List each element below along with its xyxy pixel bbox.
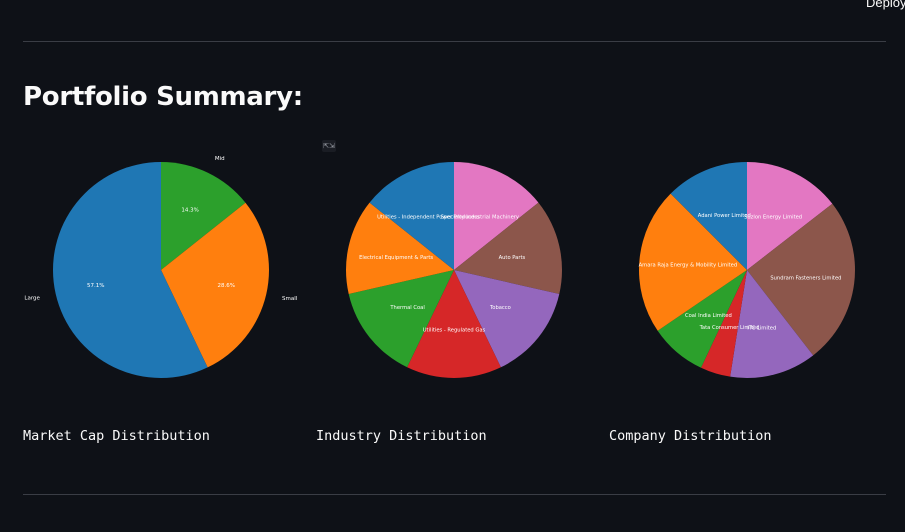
pie-slice-label: Tobacco xyxy=(489,305,511,311)
market-cap-caption: Market Cap Distribution xyxy=(23,428,210,444)
pie-slice-label: Amara Raja Energy & Mobility Limited xyxy=(639,262,738,268)
company-caption: Company Distribution xyxy=(609,428,772,444)
pie-category-label: Large xyxy=(24,296,40,302)
pie-slice-label: Auto Parts xyxy=(499,255,526,261)
divider-bottom xyxy=(23,494,886,495)
expand-icon[interactable]: ⇱⇲ xyxy=(322,140,336,152)
pie-slice-electrical-equipment-parts[interactable] xyxy=(346,202,454,295)
pie-slice-label: Electrical Equipment & Parts xyxy=(359,255,433,261)
pie-slice-itc-limited[interactable] xyxy=(730,270,814,378)
pie-slice-label: Suzlon Energy Limited xyxy=(744,215,802,221)
market-cap-pie-chart: 14.3% Mid 28.6% Small 57.1% Large xyxy=(24,156,298,379)
pie-slice-adani-power-limited[interactable] xyxy=(670,162,747,270)
pie-slice-large[interactable] xyxy=(53,162,208,379)
pie-category-label: Small xyxy=(282,296,298,302)
pie-slice-utilities-regulated-gas[interactable] xyxy=(407,270,501,378)
pie-slice-label: ITC Limited xyxy=(747,326,776,332)
divider-top xyxy=(23,41,886,42)
pie-slice-auto-parts[interactable] xyxy=(454,202,562,295)
pie-slice-thermal-coal[interactable] xyxy=(348,270,454,368)
pie-slice-utilities-independent-power-producers[interactable] xyxy=(369,162,454,270)
company-pie-chart: Suzlon Energy Limited Sundram Fasteners L… xyxy=(638,162,856,378)
deploy-button[interactable]: Deploy xyxy=(866,0,905,10)
pie-slice-suzlon-energy-limited[interactable] xyxy=(747,162,833,270)
industry-pie-chart: Specialty Industrial Machinery Auto Parts… xyxy=(346,162,562,378)
pie-pct-label: 28.6% xyxy=(218,283,235,289)
pie-slice-coal-india-limited[interactable] xyxy=(657,270,747,368)
pie-slice-label: Specialty Industrial Machinery xyxy=(441,215,519,221)
pie-slice-label: Coal India Limited xyxy=(685,313,732,319)
pie-slice-label: Utilities - Independent Power Producers xyxy=(377,215,480,221)
pie-pct-label: 14.3% xyxy=(181,208,198,214)
pie-slice-mid[interactable] xyxy=(161,162,246,270)
pie-slice-tobacco[interactable] xyxy=(454,270,560,368)
pie-slice-sundram-fasteners-limited[interactable] xyxy=(747,203,856,356)
page-title: Portfolio Summary: xyxy=(23,82,303,112)
pie-category-label: Mid xyxy=(215,156,225,162)
pie-slice-label: Tata Consumer Limited xyxy=(699,325,760,331)
pie-slice-amara-raja-energy-mobility-limited[interactable] xyxy=(638,193,747,331)
industry-caption: Industry Distribution xyxy=(316,428,487,444)
pie-slice-label: Adani Power Limited xyxy=(698,213,751,219)
pie-slice-tata-consumer-limited[interactable] xyxy=(701,270,747,377)
pie-slice-small[interactable] xyxy=(161,202,270,368)
pie-slice-specialty-industrial-machinery[interactable] xyxy=(454,162,539,270)
pie-pct-label: 57.1% xyxy=(87,283,104,289)
pie-slice-label: Thermal Coal xyxy=(389,305,424,311)
pie-slice-label: Sundram Fasteners Limited xyxy=(770,275,841,281)
pie-slice-label: Utilities - Regulated Gas xyxy=(423,327,486,333)
